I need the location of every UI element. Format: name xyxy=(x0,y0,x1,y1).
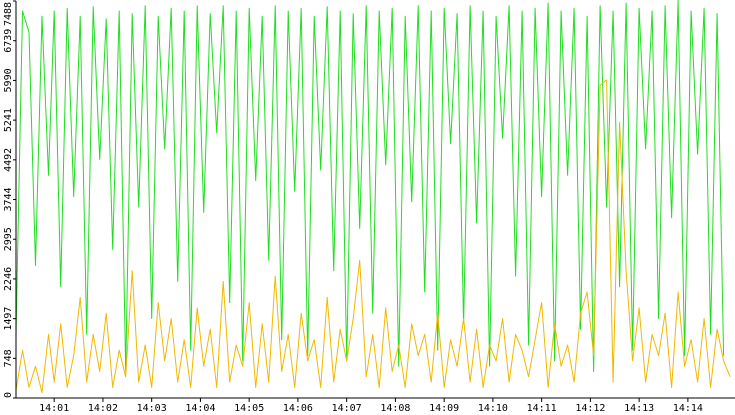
y-tick-label: 3744 xyxy=(3,187,14,211)
y-tick-label: 748 xyxy=(3,349,14,367)
series-layer xyxy=(15,0,731,394)
y-tick-label: 2995 xyxy=(3,227,14,251)
x-tick-label: 14:12 xyxy=(575,403,605,414)
x-tick-label: 14:06 xyxy=(283,403,313,414)
y-tick-label: 6739 xyxy=(3,29,14,53)
x-tick-label: 14:08 xyxy=(380,403,410,414)
series-line-1 xyxy=(15,0,725,372)
y-tick-label: 0 xyxy=(3,392,14,398)
x-tick-label: 14:02 xyxy=(88,403,118,414)
y-tick-label: 4492 xyxy=(3,148,14,172)
x-tick-layer: 14:01 14:02 14:03 14:04 14:05 14:06 14:07 14:08… xyxy=(39,398,703,414)
y-tick-label: 1497 xyxy=(3,307,14,331)
x-tick-label: 14:14 xyxy=(673,403,703,414)
x-tick-label: 14:10 xyxy=(478,403,508,414)
x-tick-label: 14:11 xyxy=(527,403,557,414)
x-tick-label: 14:05 xyxy=(234,403,264,414)
x-tick-label: 14:03 xyxy=(137,403,167,414)
x-tick-label: 14:07 xyxy=(332,403,362,414)
y-tick-label: 5990 xyxy=(3,68,14,92)
y-tick-label: 2246 xyxy=(3,267,14,291)
x-tick-label: 14:01 xyxy=(39,403,69,414)
x-tick-label: 14:13 xyxy=(624,403,654,414)
y-tick-label: 7488 xyxy=(3,2,14,26)
x-tick-label: 14:04 xyxy=(185,403,215,414)
x-tick-label: 14:09 xyxy=(429,403,459,414)
y-tick-layer: 0 748 1497 2246 2995 3744 4492 5241 5990 6739 7488 xyxy=(3,0,16,399)
series-line-2 xyxy=(15,79,731,394)
y-tick-label: 5241 xyxy=(3,108,14,132)
